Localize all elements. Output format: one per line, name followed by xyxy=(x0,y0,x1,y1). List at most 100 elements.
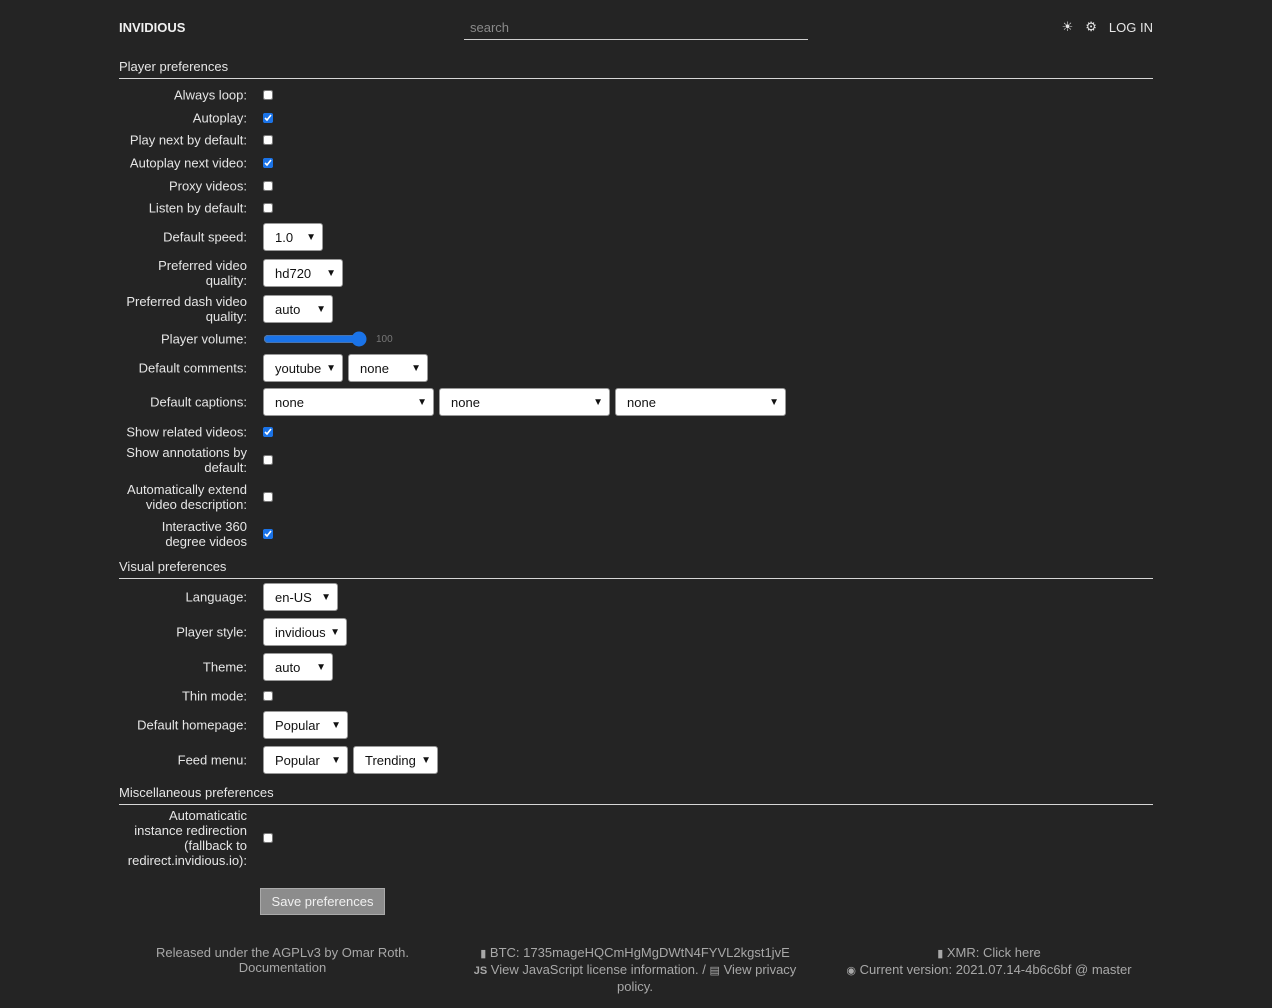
chevron-down-icon: ▼ xyxy=(411,362,421,374)
checkbox[interactable] xyxy=(263,833,273,843)
select-dropdown[interactable]: 1.0 ▼ xyxy=(263,223,323,251)
field-control xyxy=(263,158,273,168)
field-label: Default comments: xyxy=(138,360,247,376)
field-control: hd720 ▼ xyxy=(263,259,343,287)
field-control: Popular ▼ Trending ▼ xyxy=(263,746,438,774)
field-label: Thin mode: xyxy=(181,688,247,704)
gear-icon[interactable]: ⚙ xyxy=(1085,19,1097,34)
field-label: Show annotations by default: xyxy=(126,445,247,475)
field-control xyxy=(263,181,273,191)
field-control xyxy=(263,691,273,701)
chevron-down-icon: ▼ xyxy=(330,626,340,638)
login-link[interactable]: LOG IN xyxy=(1108,19,1153,35)
js-icon: JS xyxy=(473,965,488,977)
checkbox[interactable] xyxy=(263,691,273,701)
checkbox[interactable] xyxy=(263,113,273,123)
chevron-down-icon: ▼ xyxy=(326,267,336,279)
field-label: Automatically extend video description: xyxy=(127,482,247,512)
select-value: none xyxy=(275,394,304,410)
chevron-down-icon: ▼ xyxy=(421,754,431,766)
select-dropdown[interactable]: auto ▼ xyxy=(263,295,333,323)
btc-address: BTC: 1735mageHQCmHgMgDWtN4FYVL2kgst1jvE xyxy=(489,945,790,960)
select-value: auto xyxy=(275,301,301,317)
field-label: Default speed: xyxy=(163,229,247,245)
select-value: 1.0 xyxy=(275,229,294,245)
field-label: Preferred video quality: xyxy=(158,258,247,288)
field-control: auto ▼ xyxy=(263,295,333,323)
field-control xyxy=(263,113,273,123)
field-label: Player style: xyxy=(176,624,247,640)
field-control: en-US ▼ xyxy=(263,583,338,611)
field-label: Always loop: xyxy=(174,87,247,103)
chevron-down-icon: ▼ xyxy=(316,303,326,315)
select-dropdown[interactable]: youtube ▼ xyxy=(263,354,343,382)
volume-slider[interactable] xyxy=(263,331,367,347)
field-label: Autoplay: xyxy=(192,110,247,126)
select-dropdown[interactable]: none ▼ xyxy=(615,388,786,416)
brand-logo[interactable]: INVIDIOUS xyxy=(119,20,186,35)
select-value: none xyxy=(451,394,480,410)
field-label: Interactive 360 degree videos xyxy=(161,519,247,549)
chevron-down-icon: ▼ xyxy=(417,396,427,408)
select-value: youtube xyxy=(275,360,322,376)
section-title: Player preferences xyxy=(119,59,1153,79)
wallet-icon: ▮ xyxy=(480,948,487,960)
checkbox[interactable] xyxy=(263,181,273,191)
field-control: 100 xyxy=(263,331,393,347)
field-label: Feed menu: xyxy=(177,752,247,768)
privacy-link[interactable]: View privacy policy. xyxy=(617,962,797,994)
field-label: Preferred dash video quality: xyxy=(126,294,247,324)
checkbox[interactable] xyxy=(263,203,273,213)
field-control xyxy=(263,203,273,213)
checkbox[interactable] xyxy=(263,455,273,465)
select-dropdown[interactable]: hd720 ▼ xyxy=(263,259,343,287)
select-dropdown[interactable]: invidious ▼ xyxy=(263,618,347,646)
field-control xyxy=(263,455,273,465)
field-control: Popular ▼ xyxy=(263,711,348,739)
select-dropdown[interactable]: Trending ▼ xyxy=(353,746,438,774)
checkbox[interactable] xyxy=(263,427,273,437)
select-dropdown[interactable]: none ▼ xyxy=(263,388,434,416)
field-label: Default homepage: xyxy=(137,717,247,733)
documentation-link[interactable]: Documentation xyxy=(238,960,327,975)
select-value: Popular xyxy=(275,717,320,733)
select-dropdown[interactable]: none ▼ xyxy=(439,388,610,416)
field-label: Show related videos: xyxy=(126,424,247,440)
xmr-link[interactable]: XMR: Click here xyxy=(946,945,1041,960)
chevron-down-icon: ▼ xyxy=(316,661,326,673)
version-text: Current version: 2021.07.14-4b6c6bf @ ma… xyxy=(859,962,1132,977)
select-dropdown[interactable]: none ▼ xyxy=(348,354,428,382)
field-control xyxy=(263,90,273,100)
field-control: none ▼ none ▼ none ▼ xyxy=(263,388,786,416)
document-icon: ▤ xyxy=(709,965,720,977)
field-control: auto ▼ xyxy=(263,653,333,681)
top-nav: ☀ ⚙ LOG IN xyxy=(1062,19,1153,35)
select-dropdown[interactable]: auto ▼ xyxy=(263,653,333,681)
select-value: none xyxy=(360,360,389,376)
js-license-link[interactable]: View JavaScript license information. xyxy=(490,962,699,977)
field-label: Automaticatic instance redirection (fall… xyxy=(127,808,247,868)
sun-icon[interactable]: ☀ xyxy=(1061,19,1074,34)
select-dropdown[interactable]: Popular ▼ xyxy=(263,746,348,774)
checkbox[interactable] xyxy=(263,158,273,168)
footer-right: ▮ XMR: Click here ◉ Current version: 202… xyxy=(835,945,1143,979)
field-label: Autoplay next video: xyxy=(129,155,247,171)
select-dropdown[interactable]: en-US ▼ xyxy=(263,583,338,611)
field-label: Listen by default: xyxy=(148,200,247,216)
select-value: en-US xyxy=(275,589,312,605)
checkbox[interactable] xyxy=(263,492,273,502)
field-control: invidious ▼ xyxy=(263,618,347,646)
checkbox[interactable] xyxy=(263,90,273,100)
save-preferences-button[interactable]: Save preferences xyxy=(260,888,385,915)
select-dropdown[interactable]: Popular ▼ xyxy=(263,711,348,739)
search-input[interactable] xyxy=(464,16,808,40)
chevron-down-icon: ▼ xyxy=(769,396,779,408)
checkbox[interactable] xyxy=(263,529,273,539)
field-control xyxy=(263,427,273,437)
chevron-down-icon: ▼ xyxy=(593,396,603,408)
chevron-down-icon: ▼ xyxy=(306,231,316,243)
field-label: Player volume: xyxy=(161,331,247,347)
field-control xyxy=(263,135,273,145)
select-value: hd720 xyxy=(275,265,312,281)
checkbox[interactable] xyxy=(263,135,273,145)
